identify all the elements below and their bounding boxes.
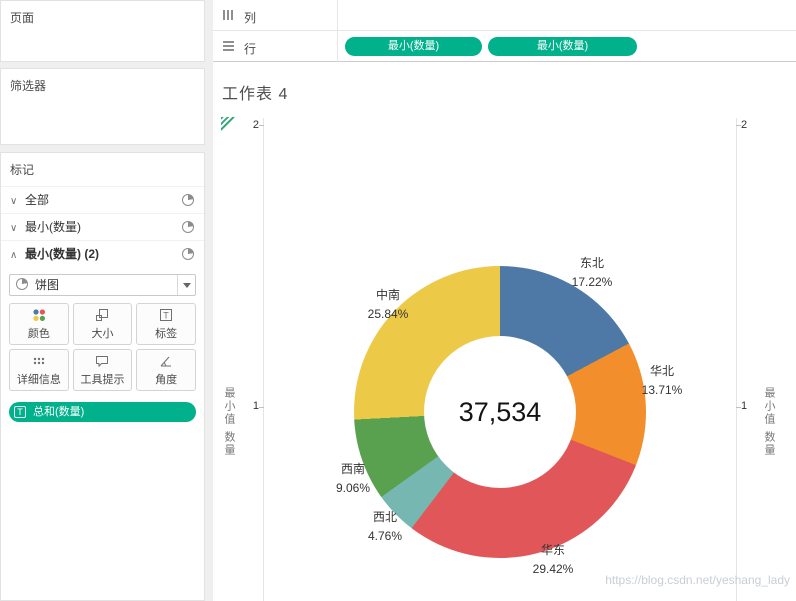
detail-button[interactable]: 详细信息 (9, 349, 69, 391)
slice-pct: 17.22% (571, 274, 613, 289)
shelf-area: 列 行 最小(数量) 最小(数量) (213, 0, 796, 62)
donut-hole: 37,534 (424, 336, 576, 488)
label-icon: T (158, 307, 174, 323)
rows-shelf-label: 行 (244, 42, 257, 56)
tick-mark (736, 125, 741, 126)
left-axis-tick-1: 1 (252, 400, 259, 412)
marks-layer-min-qty[interactable]: ∨ 最小(数量) (1, 213, 204, 240)
text-encoding-icon: T (14, 406, 26, 418)
tooltip-icon (94, 353, 110, 369)
watermark: https://blog.csdn.net/yeshang_lady (605, 573, 790, 587)
slice-label-xinan: 西南 9.06% (311, 460, 395, 497)
slice-pct: 29.42% (532, 561, 574, 576)
shelf-divider (337, 0, 338, 62)
left-axis-tick-2: 2 (252, 119, 259, 131)
donut-chart[interactable]: 37,534 (354, 266, 646, 558)
right-axis-tick-1: 1 (741, 400, 748, 412)
worksheet-canvas: 工作表 4 2 1 2 1 最小值 数量 最小值 数量 37,534 东北 17… (213, 62, 796, 601)
mark-type-value: 饼图 (35, 278, 60, 292)
rows-icon (223, 41, 237, 52)
marks-title: 标记 (10, 163, 35, 177)
slice-pct: 9.06% (335, 480, 371, 495)
angle-icon (158, 353, 174, 369)
pages-shelf[interactable]: 页面 (0, 0, 205, 62)
slice-pct: 4.76% (367, 528, 403, 543)
rows-pill-min-qty-1[interactable]: 最小(数量) (345, 37, 482, 56)
tick-mark (259, 125, 264, 126)
color-button[interactable]: 颜色 (9, 303, 69, 345)
angle-button[interactable]: 角度 (136, 349, 196, 391)
encoding-pill-sum-qty[interactable]: T 总和(数量) (9, 402, 196, 422)
rows-pill-min-qty-2[interactable]: 最小(数量) (488, 37, 637, 56)
size-button-label: 大小 (91, 328, 114, 340)
color-icon (31, 307, 47, 323)
left-axis-title: 最小值 数量 (223, 386, 235, 458)
pie-mark-icon (182, 248, 194, 260)
slice-name: 东北 (579, 256, 604, 270)
field-labels-hatch-icon (221, 117, 235, 131)
chevron-up-icon: ∧ (10, 250, 18, 261)
columns-shelf[interactable]: 列 (213, 0, 796, 31)
marks-layer-label: 最小(数量) (2) (25, 247, 99, 261)
tick-mark (259, 407, 264, 408)
encoding-pill-label: 总和(数量) (33, 406, 85, 418)
sheet-title[interactable]: 工作表 4 (222, 86, 289, 103)
detail-button-label: 详细信息 (16, 374, 61, 386)
tooltip-button-label: 工具提示 (80, 374, 125, 386)
marks-layer-label: 最小(数量) (25, 220, 81, 234)
slice-name: 西南 (340, 462, 365, 476)
slice-name: 华北 (649, 364, 674, 378)
mark-type-dropdown[interactable]: 饼图 (9, 274, 196, 296)
slice-pct: 13.71% (641, 382, 683, 397)
label-button[interactable]: T 标签 (136, 303, 196, 345)
slice-name: 中南 (375, 288, 400, 302)
color-button-label: 颜色 (27, 328, 50, 340)
detail-icon (31, 353, 47, 369)
size-button[interactable]: 大小 (72, 303, 133, 345)
right-axis-title: 最小值 数量 (763, 386, 775, 458)
filters-title: 筛选器 (10, 79, 47, 93)
marks-buttons: 颜色 大小 T 标签 详细信息 工具提示 (9, 303, 196, 391)
columns-shelf-label: 列 (244, 11, 257, 25)
right-axis-tick-2: 2 (741, 119, 748, 131)
left-axis-line (263, 118, 264, 601)
marks-layer-min-qty-2[interactable]: ∧ 最小(数量) (2) (1, 240, 204, 267)
filters-shelf[interactable]: 筛选器 (0, 68, 205, 145)
slice-label-xibei: 西北 4.76% (343, 508, 427, 545)
marks-layer-all[interactable]: ∨ 全部 (1, 186, 204, 213)
pie-chart-icon (16, 278, 28, 290)
slice-label-huadong: 华东 29.42% (511, 541, 595, 578)
chevron-down-icon: ∨ (10, 223, 18, 234)
slice-label-huabei: 华北 13.71% (620, 362, 704, 399)
size-icon (94, 307, 110, 323)
label-button-label: 标签 (155, 328, 178, 340)
angle-button-label: 角度 (155, 374, 178, 386)
tooltip-button[interactable]: 工具提示 (72, 349, 133, 391)
columns-icon (223, 10, 237, 21)
pages-title: 页面 (10, 11, 35, 25)
marks-card: 标记 ∨ 全部 ∨ 最小(数量) ∧ 最小(数量) (2) 饼图 颜色 (0, 152, 205, 601)
pie-mark-icon (182, 194, 194, 206)
slice-label-dongbei: 东北 17.22% (550, 254, 634, 291)
right-axis-line (736, 118, 737, 601)
slice-label-zhongnan: 中南 25.84% (346, 286, 430, 323)
tick-mark (736, 407, 741, 408)
marks-layer-label: 全部 (25, 193, 50, 207)
slice-pct: 25.84% (367, 306, 409, 321)
chevron-down-icon: ∨ (10, 196, 18, 207)
dropdown-caret-icon[interactable] (177, 275, 195, 295)
slice-name: 西北 (372, 510, 397, 524)
rows-shelf[interactable]: 行 最小(数量) 最小(数量) (213, 31, 796, 62)
svg-text:T: T (163, 311, 169, 321)
marks-layer-list: ∨ 全部 ∨ 最小(数量) ∧ 最小(数量) (2) (1, 186, 204, 267)
slice-name: 华东 (540, 543, 565, 557)
pie-mark-icon (182, 221, 194, 233)
center-total-label: 37,534 (458, 396, 542, 427)
